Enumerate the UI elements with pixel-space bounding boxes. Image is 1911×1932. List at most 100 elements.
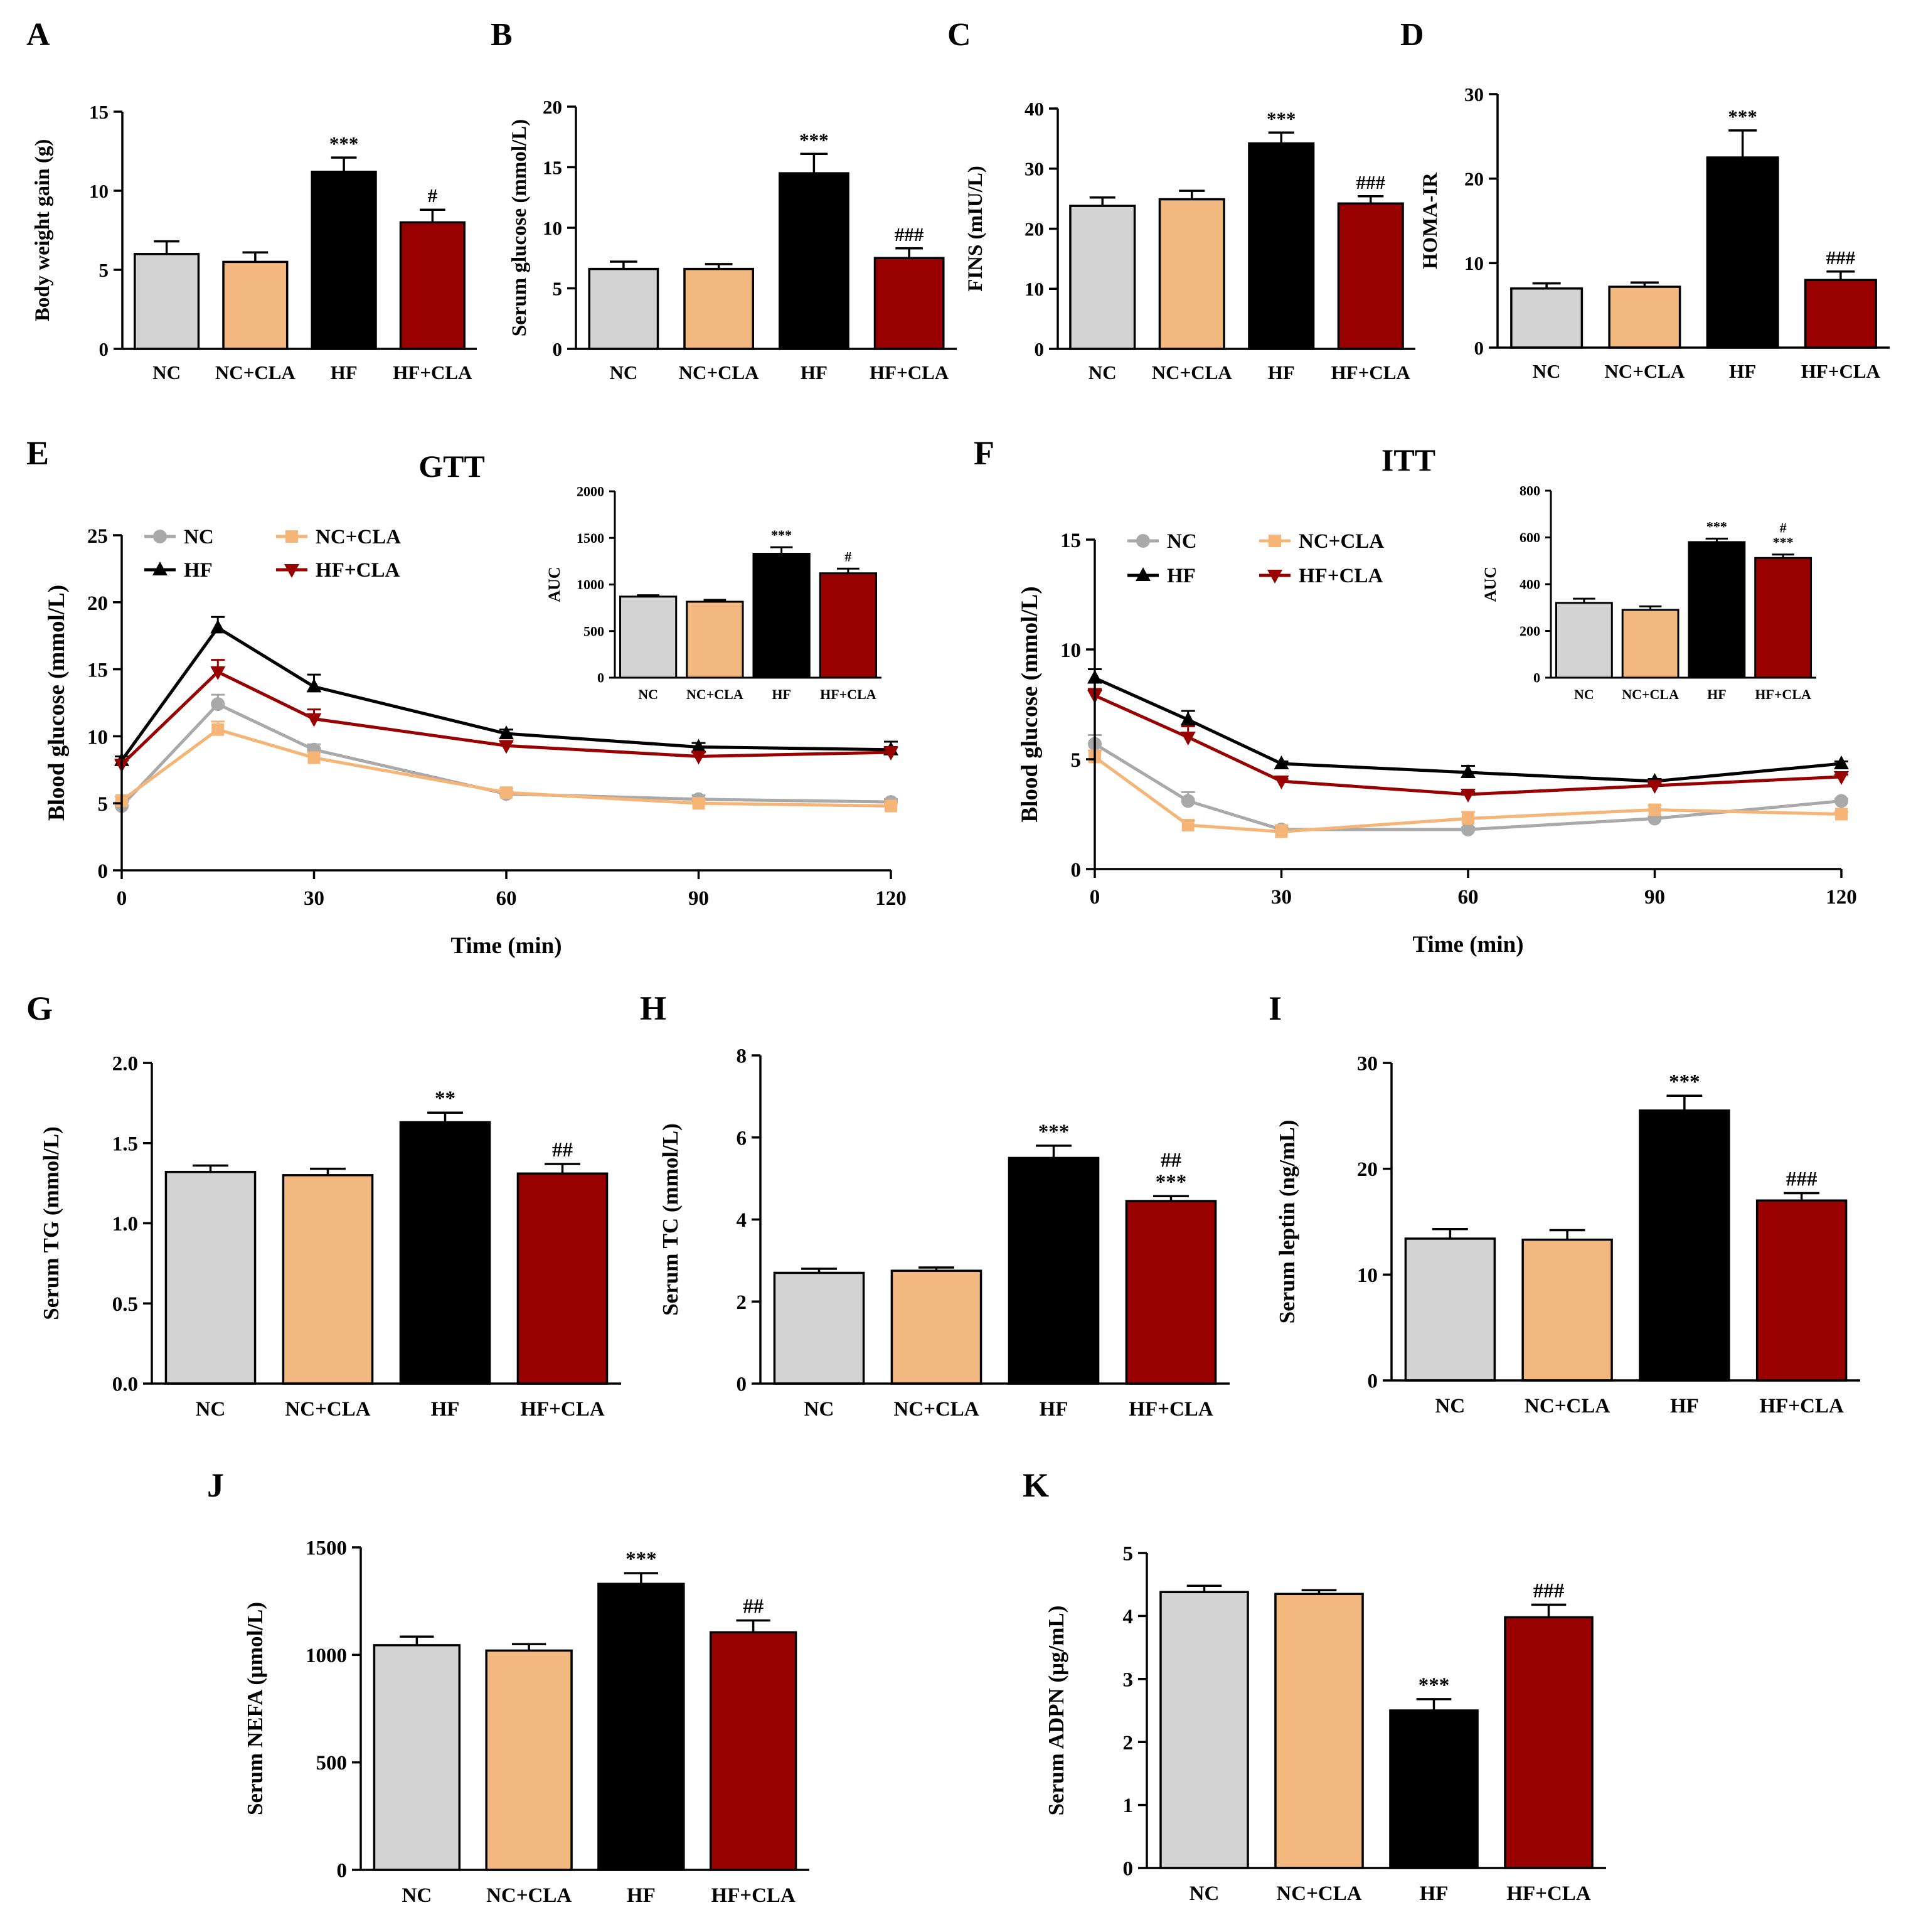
bar-hf-cla — [1804, 279, 1877, 349]
y-tick-label: 3 — [1123, 1668, 1134, 1691]
panel-label: H — [640, 990, 666, 1027]
x-tick-label: HF+CLA — [711, 1884, 795, 1907]
bar-nc — [164, 1170, 257, 1385]
marker-triangle-down — [691, 750, 706, 765]
y-tick-label: 4 — [1123, 1606, 1134, 1628]
y-tick-label: 10 — [1025, 278, 1044, 300]
panel-k: K NC NC+CLA *** HF ### HF+CLA 0 1 2 3 4 5 Serum ADPN … — [1023, 1466, 1606, 1905]
x-tick-label: NC+CLA — [893, 1398, 979, 1421]
y-tick-label: 30 — [1464, 83, 1484, 105]
y-tick-label: 0 — [1533, 670, 1540, 686]
y-tick-label: 30 — [1025, 158, 1044, 180]
bar-hf — [1639, 1109, 1730, 1382]
y-tick-label: 4 — [737, 1209, 747, 1232]
y-tick-label: 25 — [87, 525, 108, 548]
x-tick-label: HF — [772, 686, 791, 702]
x-tick-label: NC+CLA — [1276, 1882, 1361, 1905]
bar-nc — [1555, 602, 1613, 679]
y-tick-label: 6 — [737, 1127, 747, 1150]
x-axis-label: Time (min) — [450, 933, 562, 959]
x-tick-label: HF+CLA — [1759, 1395, 1843, 1417]
legend-label: HF+CLA — [316, 559, 400, 582]
marker-circle — [1834, 794, 1848, 808]
significance-marker: ** — [435, 1087, 455, 1110]
y-tick-label: 5 — [99, 259, 109, 281]
bar-hf — [597, 1582, 685, 1871]
significance-marker: ### — [895, 223, 924, 245]
inset-y-axis-label: AUC — [1481, 567, 1499, 602]
marker-square — [500, 786, 513, 799]
marker-circle — [1461, 823, 1475, 836]
bar-hf-cla — [399, 221, 466, 350]
significance-marker: # — [428, 184, 438, 206]
y-tick-label: 0 — [553, 338, 563, 360]
x-tick-label: 30 — [304, 887, 324, 910]
significance-marker: # — [844, 548, 851, 564]
marker-triangle-up — [499, 725, 514, 740]
marker-circle — [1181, 794, 1195, 808]
y-tick-label: 5 — [1123, 1543, 1134, 1566]
legend-label: NC — [1167, 530, 1197, 553]
bar-nc-cla — [1608, 286, 1681, 349]
marker-square — [1835, 808, 1848, 821]
bar-nc-cla — [1521, 1238, 1613, 1382]
series-line — [1094, 676, 1842, 783]
panel-i: I NC NC+CLA *** HF ### HF+CLA 0 10 20 30 Serum lept… — [1269, 990, 1860, 1417]
bar-nc-cla — [686, 600, 744, 679]
series-line — [1094, 694, 1842, 796]
bar-nc — [588, 267, 659, 350]
significance-marker: ### — [1826, 247, 1856, 269]
panel-label: A — [26, 17, 50, 53]
x-tick-label: HF+CLA — [870, 361, 949, 383]
y-axis-label: Serum ADPN (μg/mL) — [1044, 1606, 1068, 1816]
x-tick-label: HF+CLA — [1801, 360, 1881, 382]
x-tick-label: NC+CLA — [1622, 686, 1679, 702]
bar-nc — [1404, 1237, 1496, 1382]
legend-label: HF — [184, 559, 213, 582]
x-tick-label: HF — [1729, 360, 1756, 382]
y-axis-label: FINS (mIU/L) — [964, 166, 987, 292]
y-axis-label: HOMA-IR — [1419, 172, 1442, 269]
y-tick-label: 400 — [1520, 577, 1540, 592]
y-axis-label: Serum TG (mmol/L) — [39, 1126, 63, 1320]
y-tick-label: 1000 — [306, 1645, 347, 1667]
significance-marker: # — [1780, 520, 1787, 536]
series-hf-cla — [1087, 688, 1849, 803]
marker-triangle-down — [883, 747, 898, 761]
marker-triangle-up — [1136, 567, 1151, 581]
bar-hf-cla — [819, 572, 877, 679]
legend-label: NC — [184, 526, 214, 548]
legend-label: NC+CLA — [1299, 530, 1384, 553]
significance-marker: *** — [1728, 105, 1757, 127]
x-tick-label: HF — [1040, 1398, 1068, 1421]
bar-nc-cla — [485, 1649, 573, 1871]
x-tick-label: 60 — [496, 887, 517, 910]
y-tick-label: 5 — [553, 277, 563, 299]
x-tick-label: HF+CLA — [393, 361, 472, 383]
y-tick-label: 1000 — [577, 577, 604, 592]
marker-triangle-down — [499, 740, 514, 754]
y-tick-label: 0 — [1123, 1858, 1134, 1881]
y-tick-label: 600 — [1520, 530, 1540, 545]
y-tick-label: 1500 — [306, 1537, 347, 1560]
series-line — [120, 670, 892, 766]
x-tick-label: 30 — [1271, 886, 1292, 909]
marker-triangle-up — [1274, 755, 1289, 769]
legend-label: HF+CLA — [1299, 565, 1383, 587]
significance-marker: *** — [1419, 1674, 1450, 1697]
marker-square — [1181, 819, 1195, 831]
x-tick-label: HF+CLA — [1755, 686, 1811, 702]
bar-hf-cla — [516, 1172, 609, 1385]
chart-title: ITT — [1381, 442, 1435, 478]
panel-label: I — [1269, 990, 1282, 1027]
y-tick-label: 0 — [597, 670, 604, 686]
y-tick-label: 10 — [1464, 252, 1484, 274]
bar-hf-cla — [1125, 1200, 1217, 1385]
x-tick-label: NC — [609, 361, 637, 383]
y-tick-label: 2000 — [577, 484, 604, 499]
y-tick-label: 20 — [1025, 218, 1044, 240]
significance-marker: ## — [743, 1596, 764, 1618]
marker-triangle-down — [1647, 780, 1663, 794]
